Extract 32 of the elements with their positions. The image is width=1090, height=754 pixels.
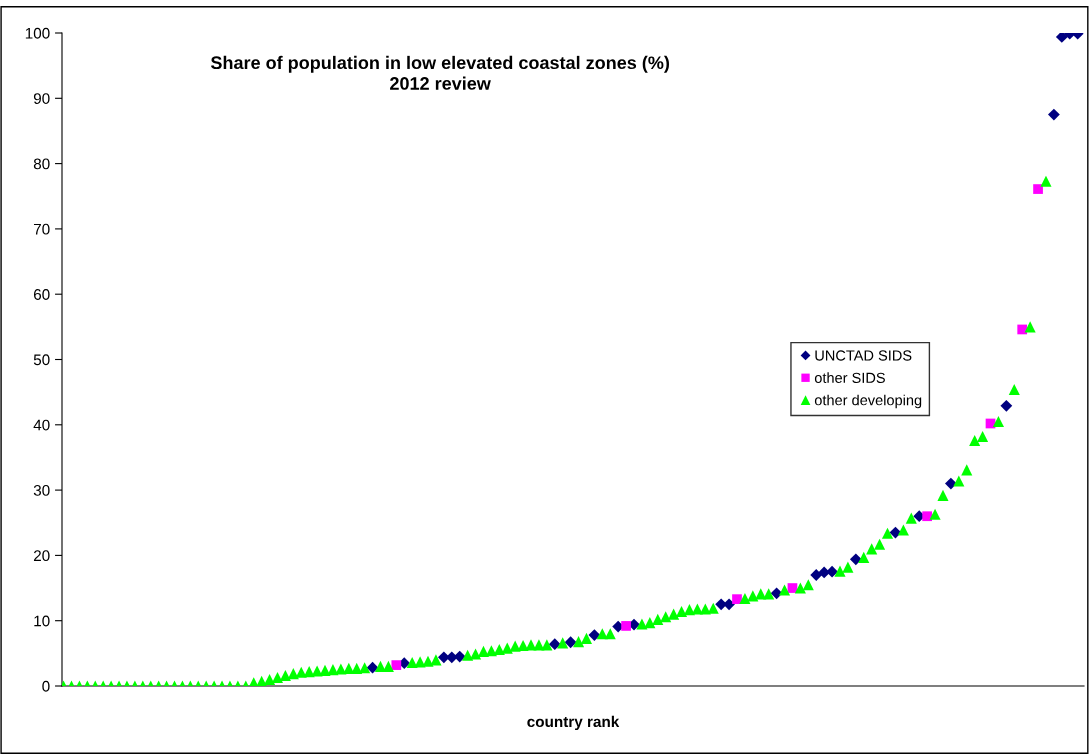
x-axis-title: country rank bbox=[527, 715, 620, 731]
point bbox=[849, 553, 862, 566]
y-tick-label: 0 bbox=[42, 680, 50, 692]
point bbox=[588, 629, 601, 641]
point bbox=[732, 594, 742, 605]
point bbox=[826, 565, 838, 578]
point bbox=[564, 636, 577, 649]
y-tick-label: 40 bbox=[33, 419, 50, 431]
point bbox=[391, 660, 402, 670]
legend-label: other SIDS bbox=[814, 372, 885, 383]
point bbox=[1055, 33, 1068, 43]
point bbox=[548, 638, 561, 651]
point bbox=[1048, 108, 1060, 121]
point bbox=[922, 511, 932, 522]
legend-label: UNCTAD SIDS bbox=[815, 350, 912, 361]
y-tick-label: 70 bbox=[33, 223, 50, 235]
point bbox=[621, 621, 631, 631]
legend-label: other developing bbox=[814, 394, 922, 409]
y-tick-label: 80 bbox=[33, 158, 50, 170]
y-tick-label: 100 bbox=[25, 27, 50, 39]
y-tick-label: 90 bbox=[33, 93, 50, 104]
point bbox=[810, 569, 823, 581]
y-tick-label: 20 bbox=[33, 550, 50, 562]
point bbox=[1000, 399, 1013, 412]
y-tick-label: 10 bbox=[34, 615, 50, 627]
y-tick-label: 30 bbox=[33, 484, 50, 496]
point bbox=[945, 477, 957, 490]
point bbox=[366, 661, 379, 674]
point bbox=[1033, 184, 1043, 194]
text: Share of population in low elevated coastal zones (%) 2012 review bbox=[210, 55, 670, 90]
y-tick-label: 50 bbox=[33, 354, 50, 366]
y-tick-label: 60 bbox=[33, 289, 50, 300]
